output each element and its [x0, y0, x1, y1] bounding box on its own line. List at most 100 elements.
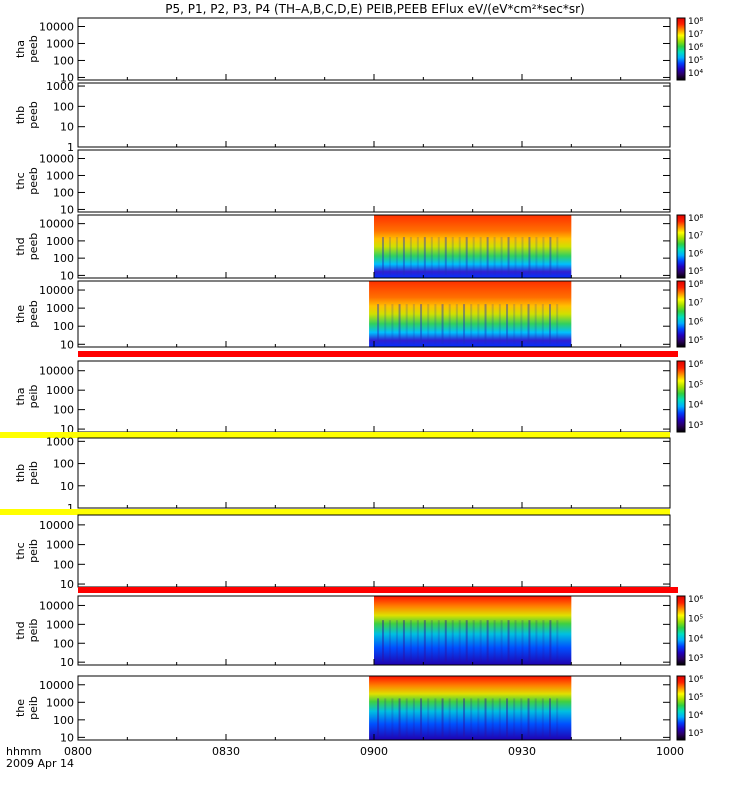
panel-frame [77, 17, 671, 81]
panel-product-label: peeb [27, 101, 40, 129]
panel-probe-label: thc [14, 542, 27, 559]
spectrogram-texture [521, 237, 524, 275]
panel-product-label: peib [27, 461, 40, 485]
spectrogram-thd-peib [374, 596, 572, 665]
status-bar-red [78, 587, 678, 593]
y-tick-label: 1000 [46, 302, 74, 315]
y-tick-label: 10000 [39, 679, 74, 692]
y-tick-label: 100 [53, 714, 74, 727]
y-tick-label: 100 [53, 100, 74, 113]
spectrogram-texture [405, 304, 408, 344]
spectrogram-texture [395, 620, 398, 662]
spectrogram-texture [498, 698, 501, 737]
spectrogram-texture [514, 237, 517, 275]
colorbar-tick-label: 10⁶ [688, 360, 703, 370]
colorbar-tick-label: 10⁵ [688, 267, 703, 277]
y-tick-label: 100 [53, 252, 74, 265]
y-tick-label: 10 [60, 203, 74, 216]
panel-thb-peeb: 1 10 100 1000 thb peeb [14, 80, 671, 154]
y-tick-label: 10000 [39, 152, 74, 165]
colorbar [676, 214, 686, 279]
spectrogram-texture [427, 304, 430, 344]
spectrogram-texture [484, 698, 487, 737]
y-tick-label: 10 [60, 71, 74, 84]
colorbar-tick-label: 10⁵ [688, 56, 703, 66]
spectrogram-texture [458, 620, 461, 662]
spectrogram-texture [491, 304, 494, 344]
spectrogram-texture [444, 237, 447, 275]
spectrogram-texture [391, 698, 394, 737]
spectrogram-texture [441, 698, 444, 737]
panel-frame [77, 360, 671, 433]
y-tick-label: 10 [60, 578, 74, 591]
spectrogram-texture [506, 304, 509, 344]
panel-probe-label: thb [14, 106, 27, 124]
spectrogram-texture [520, 698, 523, 737]
spectrogram-texture [384, 698, 387, 737]
spectrogram-texture [409, 620, 412, 662]
spectrogram-texture [528, 620, 531, 662]
y-tick-label: 1000 [46, 80, 74, 93]
spectrogram-texture [477, 698, 480, 737]
spectrogram-texture [500, 620, 503, 662]
colorbar-tick-label: 10⁵ [688, 615, 703, 625]
x-axis-unit-label: hhmm [6, 745, 41, 758]
colorbar-tick-label: 10⁴ [688, 69, 703, 79]
spectrogram-texture [420, 698, 423, 737]
spectrogram-texture [542, 620, 545, 662]
spectrogram-texture [451, 620, 454, 662]
chart-title: P5, P1, P2, P3, P4 (TH–A,B,C,D,E) PEIB,P… [165, 2, 584, 16]
spectrogram-texture [521, 620, 524, 662]
y-tick-label: 1000 [46, 37, 74, 50]
spectrogram-texture [388, 620, 391, 662]
panel-product-label: peib [27, 539, 40, 563]
spectrogram-the-peeb [369, 281, 572, 347]
y-tick-label: 1000 [46, 384, 74, 397]
y-tick-label: 100 [53, 186, 74, 199]
spectrogram-texture [420, 304, 423, 344]
spectrogram-texture [493, 237, 496, 275]
colorbar-tick-label: 10⁶ [688, 43, 703, 53]
spectrogram-texture [402, 237, 405, 275]
colorbar-tick-label: 10⁷ [688, 30, 703, 40]
spectrogram-texture [465, 237, 468, 275]
panel-frame [77, 149, 671, 213]
spectrogram-texture [434, 304, 437, 344]
y-tick-label: 1000 [46, 618, 74, 631]
spectrogram-texture [527, 698, 530, 737]
spectrogram-texture [500, 237, 503, 275]
colorbar-tick-label: 10⁸ [688, 280, 703, 290]
panel-product-label: peeb [27, 233, 40, 261]
y-tick-label: 1000 [46, 235, 74, 248]
spectrogram-texture [534, 698, 537, 737]
spectrogram-texture [493, 620, 496, 662]
colorbar-tick-label: 10⁴ [688, 401, 703, 411]
spectrogram-texture [549, 304, 552, 344]
spectrogram-texture [437, 237, 440, 275]
y-tick-label: 1 [67, 141, 74, 154]
spectrogram-texture [451, 237, 454, 275]
panel-probe-label: tha [14, 40, 27, 58]
x-tick-label: 0930 [508, 745, 536, 758]
spectrogram-texture [448, 304, 451, 344]
panel-thd-peib: 10 100 1000 10000 thd peib 10³ 10⁴ 10⁵ 10⁶ [14, 587, 703, 669]
spectrogram-texture [491, 698, 494, 737]
x-axis: hhmm 2009 Apr 14 0800 0830 0900 0930 1000 [6, 745, 684, 770]
y-tick-label: 1000 [46, 169, 74, 182]
spectrogram-texture [441, 304, 444, 344]
spectrogram-texture [513, 698, 516, 737]
x-axis-date-label: 2009 Apr 14 [6, 757, 74, 770]
colorbar-tick-label: 10⁶ [688, 675, 703, 685]
panel-frame [77, 82, 671, 148]
status-bar-yellow [0, 509, 670, 515]
y-tick-label: 10 [60, 121, 74, 134]
spectrogram-texture [470, 698, 473, 737]
panel-product-label: peeb [27, 167, 40, 195]
spectrogram-texture [513, 304, 516, 344]
panel-probe-label: the [14, 305, 27, 323]
panel-thd-peeb: 10 100 1000 10000 thd peeb 10⁵ 10⁶ 10⁷ 10⁸ [14, 214, 703, 282]
spectrogram-texture [398, 698, 401, 737]
panel-tha-peeb: 10 100 1000 10000 tha peeb 10⁴ 10⁵ 10⁶ 10⁷ 10⁸ [14, 17, 703, 84]
